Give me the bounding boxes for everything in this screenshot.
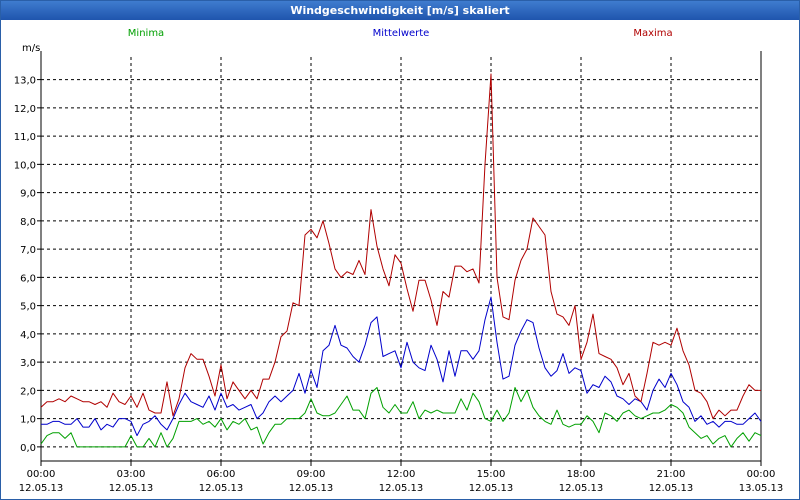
- x-tick-time: 03:00: [117, 469, 146, 480]
- y-tick-label: 12,0: [14, 104, 36, 115]
- x-tick-date: 12.05.13: [19, 483, 64, 494]
- x-tick-time: 18:00: [567, 469, 596, 480]
- y-tick-label: 3,0: [20, 358, 36, 369]
- y-tick-label: 10,0: [14, 160, 36, 171]
- x-tick-time: 21:00: [657, 469, 686, 480]
- x-tick-date: 12.05.13: [649, 483, 694, 494]
- x-tick-date: 13.05.13: [739, 483, 784, 494]
- y-tick-label: 0,0: [20, 443, 36, 454]
- x-tick-time: 06:00: [207, 469, 236, 480]
- x-tick-time: 15:00: [477, 469, 506, 480]
- window-title: Windgeschwindigkeit [m/s] skaliert: [1, 1, 799, 20]
- y-tick-label: 11,0: [14, 132, 36, 143]
- legend-maxima: Maxima: [633, 28, 672, 39]
- y-tick-label: 2,0: [20, 386, 36, 397]
- y-axis-label: m/s: [22, 43, 40, 54]
- x-tick-date: 12.05.13: [559, 483, 604, 494]
- y-tick-label: 13,0: [14, 76, 36, 87]
- x-tick-time: 12:00: [387, 469, 416, 480]
- line-chart: Minima Mittelwerte Maxima m/s 0,0 1,0 2,0 3,0 4,…: [14, 28, 784, 494]
- y-tick-label: 9,0: [20, 189, 36, 200]
- y-tick-label: 8,0: [20, 217, 36, 228]
- series-minima: [40, 387, 762, 448]
- series-maxima: [40, 73, 761, 420]
- legend-mittelwerte: Mittelwerte: [373, 28, 430, 39]
- legend-minima: Minima: [128, 28, 164, 39]
- y-tick-label: 4,0: [20, 330, 36, 341]
- x-tick-date: 12.05.13: [379, 483, 424, 494]
- x-tick-date: 12.05.13: [199, 483, 244, 494]
- y-tick-label: 7,0: [20, 245, 36, 256]
- x-tick-time: 00:00: [27, 469, 56, 480]
- y-tick-label: 5,0: [20, 302, 36, 313]
- x-tick-date: 12.05.13: [109, 483, 154, 494]
- y-tick-label: 6,0: [20, 273, 36, 284]
- x-tick-date: 12.05.13: [469, 483, 514, 494]
- x-tick-time: 09:00: [297, 469, 326, 480]
- x-tick-date: 12.05.13: [289, 483, 334, 494]
- y-tick-label: 1,0: [20, 415, 36, 426]
- x-tick-time: 00:00: [747, 469, 776, 480]
